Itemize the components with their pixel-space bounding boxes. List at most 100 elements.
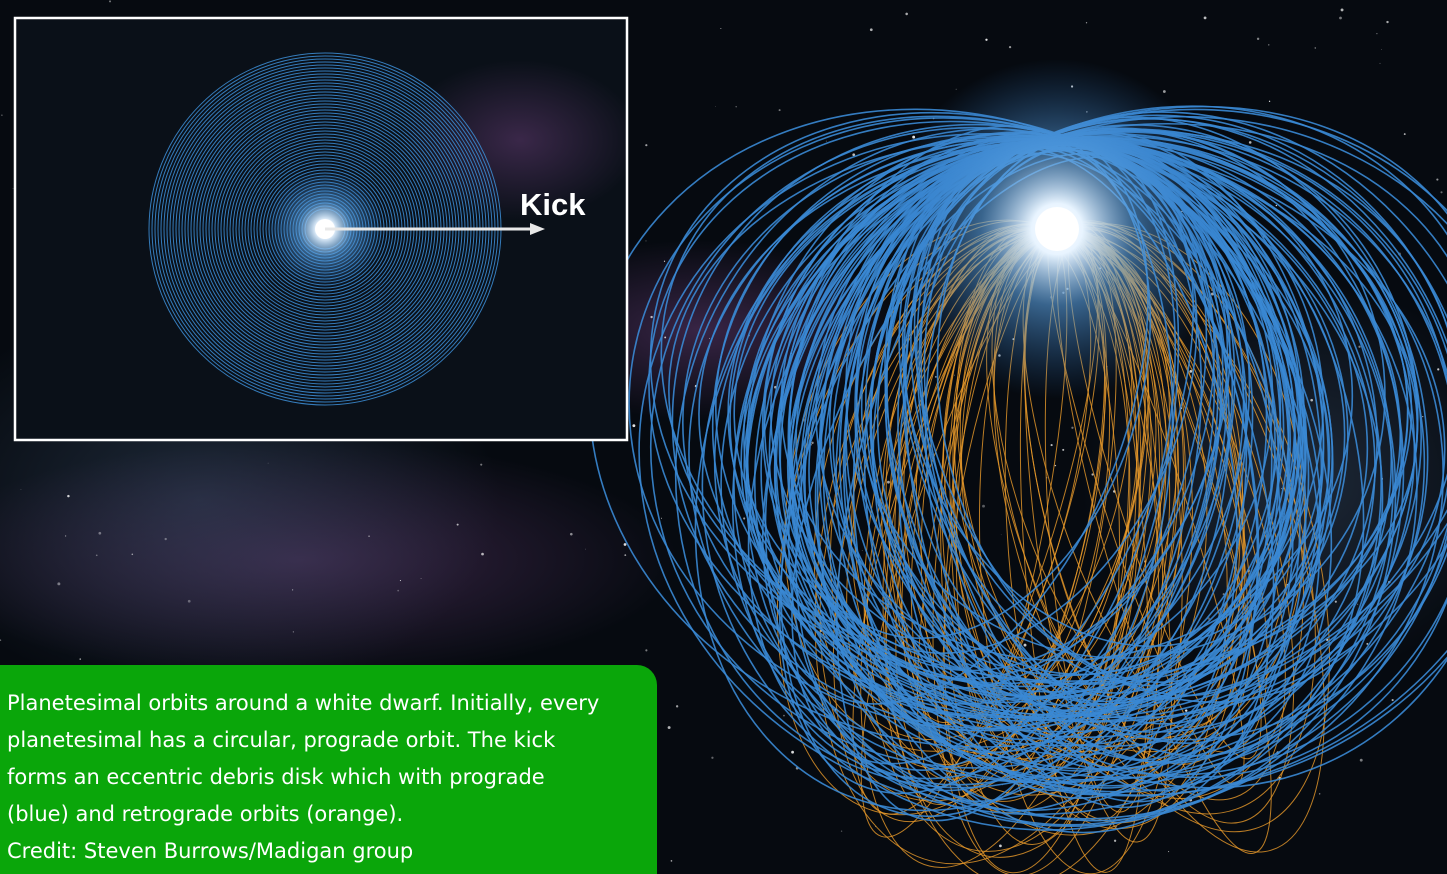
star	[65, 535, 66, 536]
star	[1051, 444, 1053, 446]
caption-line: forms an eccentric debris disk which wit…	[7, 759, 657, 796]
star	[1009, 46, 1011, 48]
kick-label: Kick	[520, 187, 586, 222]
star	[1163, 90, 1166, 93]
star	[779, 109, 781, 111]
star	[783, 715, 785, 717]
star	[1268, 44, 1269, 45]
star	[1086, 22, 1087, 23]
star	[481, 553, 484, 556]
star	[1269, 101, 1270, 102]
star	[736, 106, 737, 107]
star	[624, 554, 626, 556]
star	[1281, 488, 1282, 489]
star	[826, 141, 827, 142]
credit-line: Credit: Steven Burrows/Madigan group	[7, 833, 657, 870]
caption-box: Planetesimal orbits around a white dwarf…	[0, 665, 657, 874]
star	[421, 578, 422, 579]
star	[676, 705, 678, 707]
star	[1185, 709, 1187, 711]
star	[400, 580, 401, 581]
star	[1310, 399, 1313, 402]
star	[1319, 793, 1320, 794]
star	[650, 316, 652, 318]
star	[862, 550, 863, 551]
star	[1099, 490, 1100, 491]
caption-line: Planetesimal orbits around a white dwarf…	[7, 685, 657, 722]
star	[982, 505, 985, 508]
illustration: Kick Planetesimal orbits around a white …	[0, 0, 1447, 874]
star	[1341, 8, 1344, 11]
star	[715, 106, 716, 107]
star	[811, 442, 813, 444]
star	[1249, 141, 1252, 144]
star	[570, 533, 573, 536]
star	[1189, 370, 1192, 373]
star	[132, 554, 134, 556]
star	[1376, 33, 1377, 34]
star	[632, 424, 635, 427]
star	[1335, 601, 1337, 603]
star	[711, 757, 713, 759]
star	[956, 89, 957, 90]
star	[935, 376, 937, 378]
star	[1339, 17, 1342, 20]
star	[57, 582, 60, 585]
star	[1392, 699, 1394, 701]
star	[1440, 191, 1442, 193]
star	[671, 860, 673, 862]
star	[1168, 851, 1169, 852]
star	[709, 338, 710, 339]
star	[67, 495, 69, 497]
star	[645, 649, 647, 651]
star	[585, 549, 586, 550]
star	[1437, 368, 1439, 370]
star	[268, 463, 269, 464]
star	[79, 658, 80, 659]
star	[624, 543, 627, 546]
star	[21, 489, 22, 490]
star	[1366, 643, 1368, 645]
star	[664, 261, 665, 262]
star	[1204, 17, 1207, 20]
star	[1436, 179, 1438, 181]
star	[98, 532, 101, 535]
star	[1315, 47, 1316, 48]
star	[1386, 21, 1388, 23]
star	[1071, 427, 1073, 429]
star	[109, 0, 111, 2]
star	[985, 39, 987, 41]
star	[887, 481, 890, 484]
star	[13, 188, 14, 189]
star	[480, 464, 482, 466]
star	[1381, 49, 1382, 50]
star	[791, 751, 794, 754]
star	[292, 589, 293, 590]
star	[1, 114, 3, 116]
star	[1358, 346, 1360, 348]
star	[1024, 644, 1027, 647]
star	[661, 518, 662, 519]
star	[664, 336, 666, 338]
star	[457, 524, 459, 526]
star	[743, 517, 745, 519]
star	[1276, 205, 1277, 206]
star	[1001, 534, 1002, 535]
star	[293, 631, 294, 632]
star	[1380, 63, 1381, 64]
star	[646, 240, 647, 241]
star	[1055, 465, 1056, 466]
caption-line: planetesimal has a circular, prograde or…	[7, 722, 657, 759]
star	[188, 600, 191, 603]
star	[1062, 449, 1064, 451]
star	[96, 554, 98, 556]
star	[397, 590, 399, 592]
star	[368, 535, 369, 536]
star	[1360, 759, 1363, 762]
star	[1357, 604, 1358, 605]
star	[1422, 416, 1423, 417]
star	[905, 13, 908, 16]
star	[999, 844, 1002, 847]
star	[841, 831, 842, 832]
star	[1404, 133, 1406, 135]
